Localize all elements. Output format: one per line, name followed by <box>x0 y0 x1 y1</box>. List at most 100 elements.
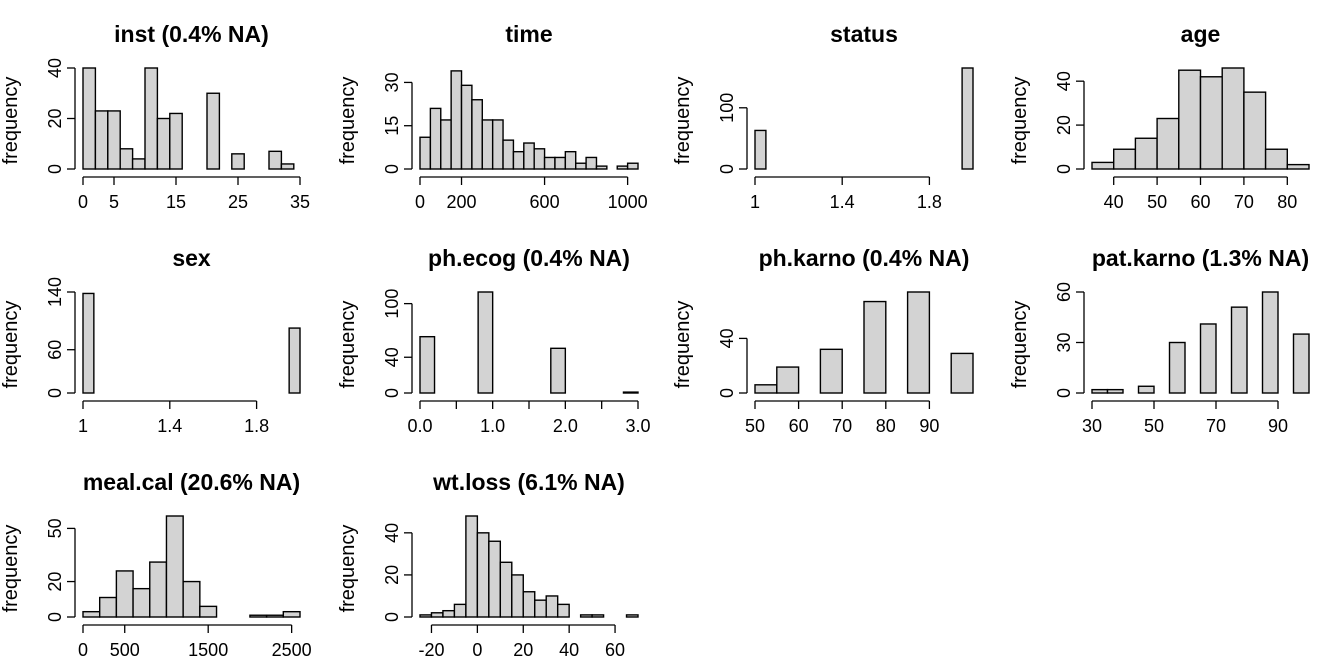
histogram-panel: wt.loss (6.1% NA) -20 0 20 40 60 0 20 40 frequenc… <box>337 469 639 660</box>
x-tick-label: 30 <box>1082 416 1102 436</box>
histogram-bar <box>132 587 151 618</box>
x-tick-label: 2.0 <box>553 416 578 436</box>
histogram-bar <box>1134 137 1158 170</box>
histogram-bar <box>1199 76 1223 170</box>
histogram-bar <box>906 291 931 394</box>
x-tick-label: 0 <box>78 192 88 212</box>
y-tick-label: 40 <box>45 58 65 78</box>
x-tick-label: 35 <box>290 192 310 212</box>
histogram-bar <box>419 335 436 394</box>
histogram-bar <box>819 348 843 394</box>
y-tick-label: 40 <box>382 523 402 543</box>
x-tick-label: 1.8 <box>917 192 942 212</box>
y-tick-label: 30 <box>1054 332 1074 352</box>
histogram-panel: pat.karno (1.3% NA) 30 50 70 90 0 30 60 frequenc… <box>1009 245 1310 436</box>
x-tick-label: 60 <box>789 416 809 436</box>
y-tick-label: 20 <box>45 572 65 592</box>
histogram-bar <box>98 596 118 618</box>
histogram-panel: ph.ecog (0.4% NA) 0.0 1.0 2.0 3.0 0 40 100 frequ… <box>337 245 651 436</box>
histogram-bar <box>419 136 432 170</box>
x-tick-label: 80 <box>876 416 896 436</box>
histogram-bar <box>1106 388 1124 394</box>
histogram-panel: meal.cal (20.6% NA) 0 500 1500 2500 0 20 50 freq… <box>0 469 312 660</box>
x-tick-label: 25 <box>228 192 248 212</box>
x-tick-label: 0 <box>472 640 482 660</box>
y-tick-label: 0 <box>1054 164 1074 174</box>
histogram-bar <box>1137 385 1155 394</box>
panel-title: inst (0.4% NA) <box>114 21 269 47</box>
histogram-bar <box>476 532 490 618</box>
y-tick-label: 140 <box>45 277 65 307</box>
y-tick-label: 0 <box>382 612 402 622</box>
histogram-bar <box>512 150 525 170</box>
y-tick-label: 0 <box>382 388 402 398</box>
histogram-bar <box>550 347 567 394</box>
x-tick-label: 600 <box>530 192 560 212</box>
histogram-bar <box>282 610 301 618</box>
histogram-bar <box>199 605 218 618</box>
histogram-bar <box>119 148 134 170</box>
y-axis-label: frequency <box>672 77 694 165</box>
histogram-bar <box>511 574 524 618</box>
x-tick-label: 0.0 <box>407 416 432 436</box>
x-tick-label: 1.4 <box>830 192 855 212</box>
histogram-panel: status 1 1.4 1.8 0 100 frequency <box>672 21 974 212</box>
y-axis-label: frequency <box>337 301 359 389</box>
histogram-bar <box>440 119 452 170</box>
histogram-bar <box>1178 69 1202 170</box>
histogram-bar <box>543 156 556 170</box>
histogram-bar <box>453 603 467 618</box>
histogram-bar <box>430 612 444 618</box>
y-tick-label: 100 <box>382 289 402 319</box>
histogram-bar <box>471 99 483 170</box>
histogram-bar <box>82 67 97 170</box>
x-tick-label: 200 <box>447 192 477 212</box>
histogram-bar <box>1292 333 1310 394</box>
panel-title: ph.ecog (0.4% NA) <box>428 245 630 271</box>
y-axis-label: frequency <box>337 77 359 165</box>
y-tick-label: 20 <box>382 565 402 585</box>
y-tick-label: 40 <box>1054 71 1074 91</box>
histogram-bar <box>82 292 95 394</box>
histogram-bar <box>249 614 268 618</box>
histogram-bar <box>564 150 577 170</box>
x-tick-label: 1.8 <box>244 416 269 436</box>
histogram-panel: time 0 200 600 1000 0 15 30 frequency <box>337 21 648 212</box>
histogram-bar <box>1221 67 1245 170</box>
y-tick-label: 60 <box>1054 282 1074 302</box>
histogram-bar <box>625 614 639 618</box>
y-tick-label: 40 <box>717 328 737 348</box>
histogram-panel: sex 1 1.4 1.8 0 60 140 frequency <box>0 245 301 436</box>
histogram-bar <box>950 352 974 394</box>
x-tick-label: 90 <box>919 416 939 436</box>
histogram-bar <box>265 614 285 618</box>
histogram-bar <box>575 162 587 170</box>
x-tick-label: 70 <box>1234 192 1254 212</box>
histogram-bar <box>1156 117 1180 170</box>
histogram-bar <box>591 614 605 618</box>
histogram-bar <box>616 165 629 170</box>
histogram-bar <box>622 391 639 394</box>
y-tick-label: 60 <box>45 340 65 360</box>
histogram-bar <box>491 119 504 170</box>
histogram-bar <box>1168 341 1186 394</box>
histogram-bar <box>450 70 463 170</box>
histogram-bar <box>442 609 456 618</box>
y-tick-label: 15 <box>382 116 402 136</box>
histogram-bar <box>595 165 608 170</box>
histogram-bar <box>477 291 494 394</box>
histogram-bar <box>419 614 433 618</box>
x-tick-label: 1 <box>750 192 760 212</box>
histogram-bar <box>754 384 778 394</box>
y-axis-label: frequency <box>0 301 22 389</box>
histogram-bar <box>460 84 473 170</box>
x-tick-label: 1000 <box>608 192 648 212</box>
y-tick-label: 0 <box>45 164 65 174</box>
x-tick-label: 1.0 <box>480 416 505 436</box>
panel-title: age <box>1181 21 1221 47</box>
x-tick-label: 60 <box>1190 192 1210 212</box>
x-tick-label: 40 <box>1104 192 1124 212</box>
histogram-bar <box>545 595 559 618</box>
histogram-bar <box>131 158 146 170</box>
panel-title: status <box>830 21 898 47</box>
